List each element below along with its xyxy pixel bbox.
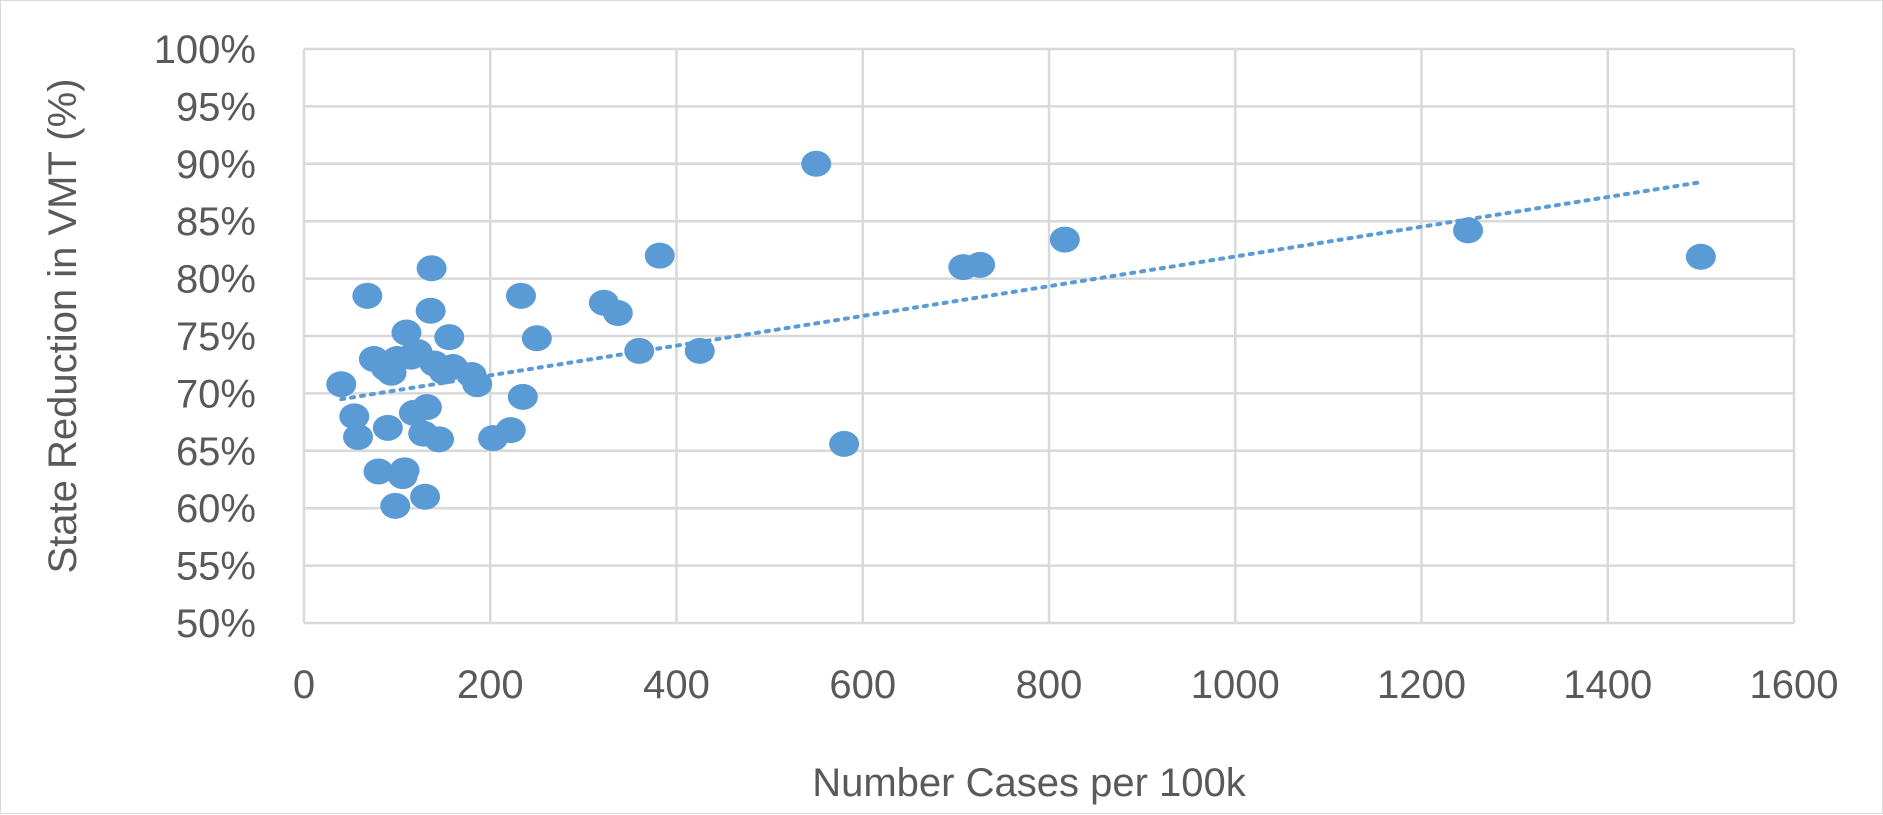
data-point <box>505 282 536 309</box>
x-tick-label: 200 <box>457 663 524 707</box>
y-tick-label: 80% <box>176 258 256 302</box>
data-point <box>624 337 655 364</box>
data-point <box>507 383 538 410</box>
y-tick-label: 90% <box>176 143 256 187</box>
x-tick-label: 0 <box>293 663 315 707</box>
data-points <box>326 150 1716 519</box>
data-point <box>343 424 374 451</box>
y-tick-label: 70% <box>176 372 256 416</box>
y-tick-labels: 50% 55% 60% 65% 70% 75% 80% 85% 90% 95% 100% <box>154 28 256 646</box>
data-point <box>801 150 832 177</box>
data-point <box>829 430 860 457</box>
data-point <box>411 394 442 421</box>
y-tick-label: 75% <box>176 315 256 359</box>
data-point <box>372 414 403 441</box>
x-tick-label: 600 <box>829 663 896 707</box>
y-tick-label: 65% <box>176 430 256 474</box>
data-point <box>415 297 446 324</box>
y-tick-label: 100% <box>154 28 256 72</box>
x-tick-labels: 0 200 400 600 800 1000 1200 1400 1600 <box>293 663 1839 707</box>
x-tick-label: 1400 <box>1563 663 1652 707</box>
y-tick-label: 85% <box>176 200 256 244</box>
data-point <box>380 492 411 519</box>
y-tick-label: 95% <box>176 85 256 129</box>
data-point <box>1049 226 1080 253</box>
data-point <box>352 282 383 309</box>
data-point <box>363 458 394 485</box>
data-point <box>602 300 633 327</box>
data-point <box>326 371 357 398</box>
x-axis-title: Number Cases per 100k <box>812 761 1247 805</box>
x-tick-label: 1600 <box>1750 663 1839 707</box>
data-point <box>389 457 420 484</box>
x-tick-label: 1200 <box>1377 663 1466 707</box>
data-point <box>462 371 493 398</box>
data-point <box>644 242 675 269</box>
y-axis-title: State Reduction in VMT (%) <box>41 78 85 573</box>
data-point <box>521 325 552 352</box>
data-point <box>416 255 447 282</box>
data-point <box>424 426 455 453</box>
data-point <box>410 483 441 510</box>
x-tick-label: 400 <box>643 663 710 707</box>
x-tick-label: 1000 <box>1191 663 1280 707</box>
y-tick-label: 60% <box>176 487 256 531</box>
y-tick-label: 50% <box>176 602 256 646</box>
y-tick-label: 55% <box>176 545 256 589</box>
data-point <box>339 403 370 430</box>
trendline <box>339 180 1703 402</box>
data-point <box>1453 217 1484 244</box>
trendline-group <box>339 180 1703 402</box>
x-tick-label: 800 <box>1016 663 1083 707</box>
data-point <box>434 324 465 351</box>
data-point <box>1685 243 1716 270</box>
data-point <box>391 319 422 346</box>
gridlines <box>302 47 1796 625</box>
data-point <box>684 337 715 364</box>
data-point <box>495 417 526 444</box>
data-point <box>965 251 996 278</box>
